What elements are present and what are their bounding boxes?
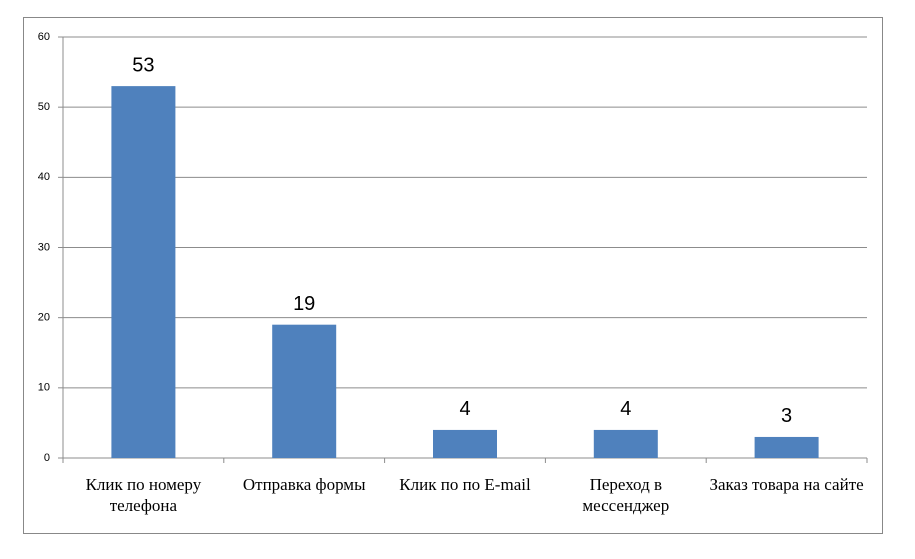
data-label: 3 [781,405,792,427]
x-tick-label: Переход в мессенджер [582,475,670,515]
x-tick-label: Клик по номеру телефона [85,475,202,515]
y-tick-label: 0 [44,452,50,464]
y-tick-label: 20 [38,312,50,324]
data-label: 4 [459,398,470,420]
data-label: 4 [620,398,631,420]
bar [433,429,497,458]
x-tick-label: Клик по по E-mail [399,475,531,494]
x-tick-label-box: Клик по номеру телефона [85,475,202,515]
bar [754,436,819,458]
y-tick-label: 30 [38,241,50,253]
data-label: 19 [293,293,315,315]
y-tick-label: 60 [38,31,50,43]
x-tick-label: Отправка формы [242,475,366,494]
y-tick-label: 50 [38,101,50,113]
bar [272,324,337,458]
x-tick-label-box: Отправка формы [242,475,366,494]
bar [593,429,658,458]
data-label: 53 [132,54,154,76]
x-tick-label: Заказ товара на сайте [709,475,864,494]
y-tick-label: 10 [38,382,50,394]
x-tick-label-box: Заказ товара на сайте [709,475,864,494]
x-tick-label-box: Переход в мессенджер [582,475,670,515]
y-tick-label: 40 [38,171,50,183]
x-tick-label-box: Клик по по E-mail [399,475,531,494]
bar [111,86,176,458]
